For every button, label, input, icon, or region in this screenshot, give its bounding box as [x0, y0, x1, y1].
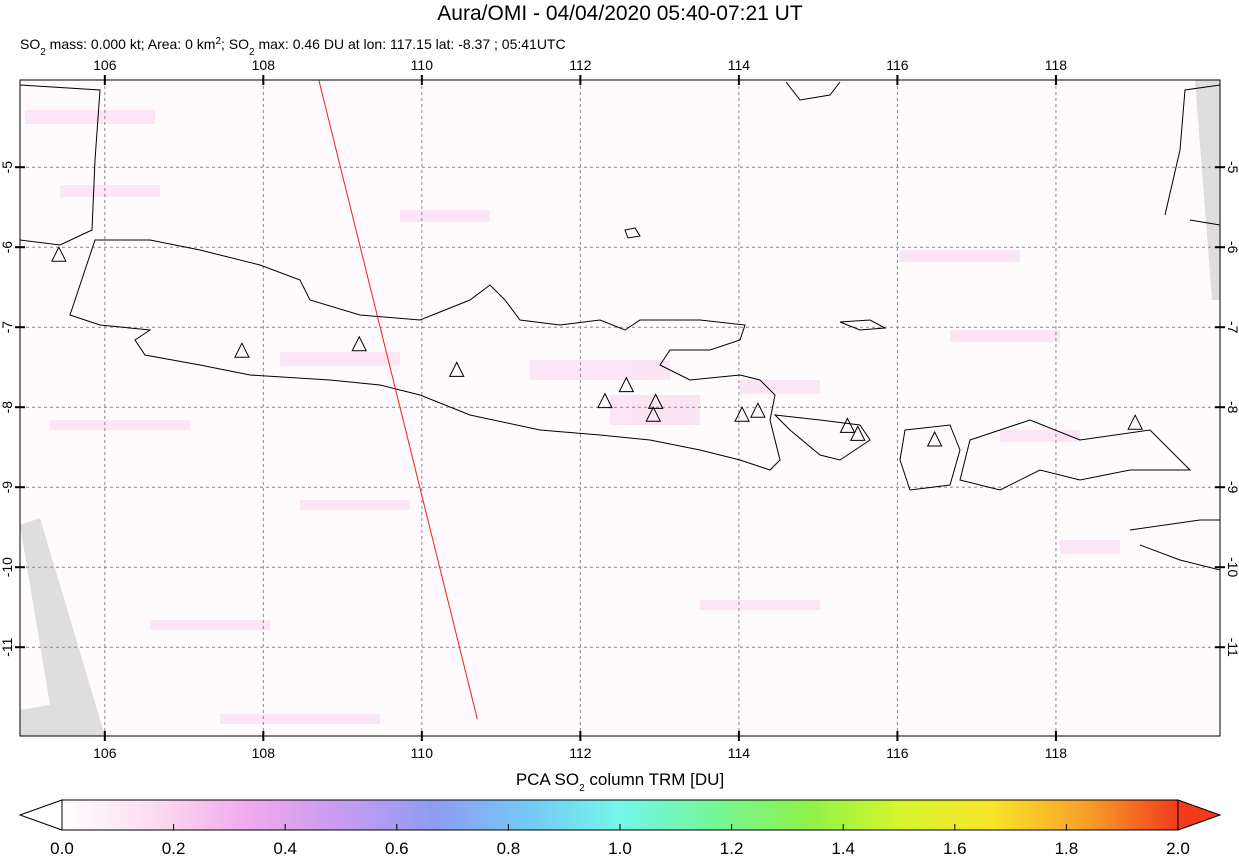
- lon-label: 108: [252, 57, 276, 73]
- colorbar-tick-label: 0.2: [162, 839, 186, 855]
- lat-label: -5: [1225, 161, 1239, 174]
- text-run: 2: [249, 47, 255, 58]
- colorbar-over-arrow: [1177, 799, 1222, 831]
- volcano: [926, 430, 943, 447]
- lat-label: -6: [0, 241, 15, 254]
- lon-label: 108: [252, 745, 276, 761]
- volcano: [645, 406, 662, 422]
- text-run: column TRM [DU]: [585, 770, 725, 789]
- lat-label: -9: [1225, 481, 1239, 494]
- no-data-swath: [20, 518, 105, 736]
- coastlines: [20, 81, 1220, 571]
- lon-label: 112: [569, 745, 592, 761]
- lat-label: -5: [0, 161, 15, 174]
- volcano: [849, 425, 866, 441]
- volcano: [351, 335, 368, 352]
- map-area: [20, 80, 1220, 736]
- lon-label: 106: [93, 745, 117, 761]
- lat-label: -8: [0, 401, 15, 414]
- colorbar-label: PCA SO2 column TRM [DU]: [516, 770, 724, 794]
- colorbar-under-arrow: [18, 799, 63, 831]
- text-run: 2: [40, 47, 46, 58]
- lat-label: -11: [0, 637, 15, 656]
- no-data-swath: [1195, 80, 1220, 300]
- volcano: [647, 393, 664, 409]
- text-run: 2: [579, 783, 585, 794]
- lon-label: 114: [728, 745, 751, 761]
- lon-label: 118: [1045, 745, 1068, 761]
- subtitle: SO2 mass: 0.000 kt; Area: 0 km2; SO2 max…: [20, 36, 566, 58]
- lon-label: 106: [93, 57, 117, 73]
- colorbar-tick-label: 0.0: [50, 839, 74, 855]
- volcano: [51, 246, 67, 262]
- lon-label: 116: [886, 745, 909, 761]
- colorbar-tick-label: 2.0: [1166, 839, 1190, 855]
- lat-label: -11: [1225, 638, 1239, 657]
- lat-label: -10: [1225, 557, 1239, 577]
- volcano: [448, 361, 465, 377]
- volcano: [1127, 414, 1144, 430]
- lat-label: -9: [0, 481, 15, 494]
- lat-label: -8: [1225, 401, 1239, 414]
- lat-label: -10: [0, 557, 15, 577]
- text-run: SO: [20, 36, 40, 52]
- text-run: ; SO: [221, 36, 249, 52]
- volcano: [234, 342, 250, 358]
- orbit-track: [318, 80, 478, 720]
- colorbar-tick-label: 1.0: [608, 839, 632, 855]
- colorbar-tick-label: 1.8: [1055, 839, 1079, 855]
- lon-label: 114: [728, 57, 751, 73]
- text-run: 2: [215, 36, 221, 47]
- lon-label: 110: [411, 57, 434, 73]
- so2-pixels: [25, 110, 1120, 724]
- text-run: max: 0.46 DU at lon: 117.15 lat: -8.37 ;…: [255, 36, 566, 52]
- lat-label: -7: [1225, 321, 1239, 334]
- lat-label: -6: [1225, 241, 1239, 254]
- colorbar-tick-label: 0.6: [385, 839, 409, 855]
- lon-label: 118: [1045, 57, 1068, 73]
- colorbar-tick-label: 1.2: [720, 839, 744, 855]
- volcano: [839, 417, 856, 433]
- lon-label: 112: [569, 57, 592, 73]
- volcano: [618, 376, 635, 393]
- volcano: [597, 392, 613, 409]
- colorbar-tick-label: 0.8: [497, 839, 521, 855]
- colorbar-tick-label: 0.4: [273, 839, 297, 855]
- volcano: [734, 406, 750, 422]
- title: Aura/OMI - 04/04/2020 05:40-07:21 UT: [437, 2, 803, 25]
- volcano: [750, 402, 766, 418]
- lon-label: 110: [411, 745, 434, 761]
- text-run: mass: 0.000 kt; Area: 0 km: [46, 36, 216, 52]
- text-run: PCA SO: [516, 770, 579, 789]
- colorbar-tick-label: 1.4: [831, 839, 855, 855]
- lat-label: -7: [0, 321, 15, 334]
- lon-label: 116: [886, 57, 909, 73]
- colorbar-tick-label: 1.6: [943, 839, 967, 855]
